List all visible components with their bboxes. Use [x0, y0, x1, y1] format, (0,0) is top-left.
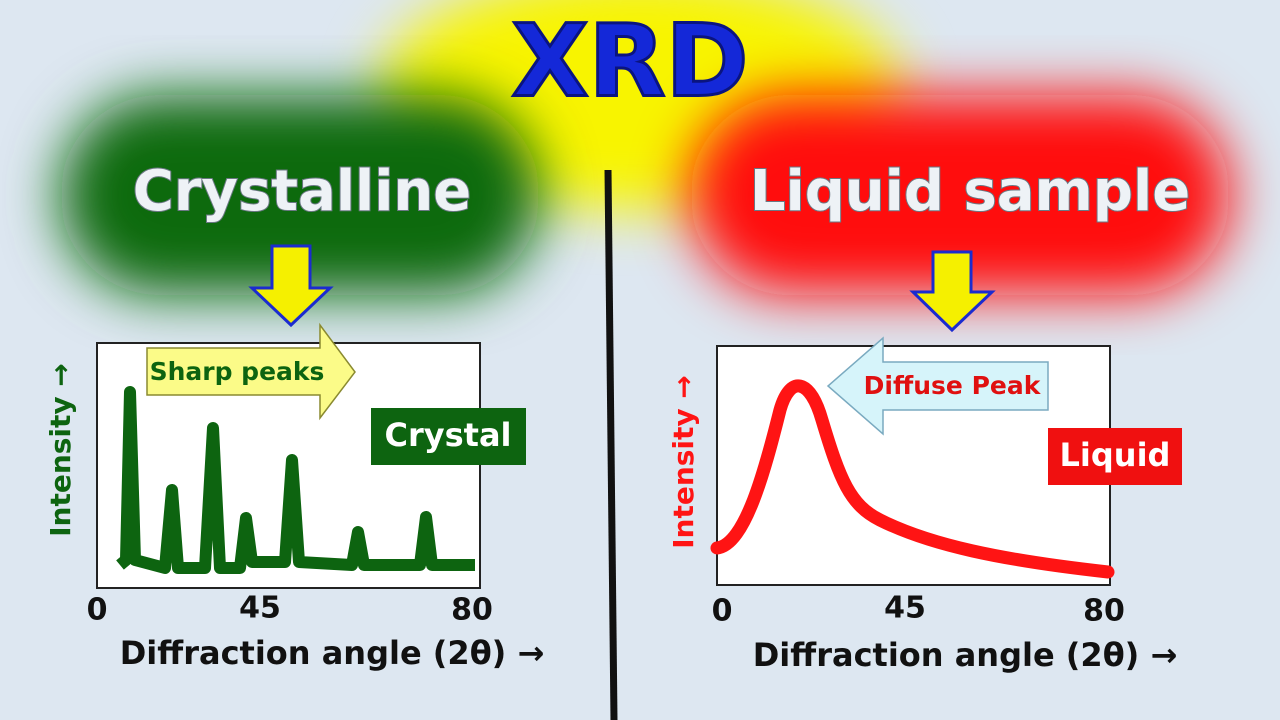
- divider: [604, 169, 618, 720]
- heading: Liquid sample: [750, 159, 1190, 224]
- badge-box: [1048, 428, 1182, 485]
- callout-arrow: [146, 322, 356, 421]
- x-tick: 45: [884, 591, 926, 626]
- down-arrow: [248, 244, 334, 328]
- x-tick: 0: [712, 594, 733, 629]
- x-tick: 0: [87, 593, 108, 628]
- glow-red: [690, 95, 1230, 295]
- y-label: Intensity →: [667, 375, 700, 549]
- callout: Diffuse Peak: [864, 371, 1042, 400]
- callout-arrow: [826, 336, 1049, 436]
- glow-green: [60, 95, 540, 295]
- x-tick: 45: [239, 591, 281, 626]
- x-label: Diffraction angle (2θ) →: [753, 636, 1178, 674]
- x-label: Diffraction angle (2θ) →: [120, 634, 545, 672]
- x-tick: 80: [1083, 594, 1125, 629]
- liquid-curve: [710, 379, 1115, 579]
- x-tick: 80: [451, 593, 493, 628]
- crystal-curve: [116, 386, 475, 574]
- down-arrow: [909, 250, 996, 333]
- title: XRD: [511, 2, 748, 119]
- badge: Liquid: [1060, 436, 1171, 474]
- callout: Sharp peaks: [150, 357, 325, 386]
- y-label: Intensity →: [44, 363, 77, 537]
- badge: Crystal: [384, 416, 511, 454]
- badge-box: [371, 408, 526, 465]
- heading: Crystalline: [133, 159, 472, 224]
